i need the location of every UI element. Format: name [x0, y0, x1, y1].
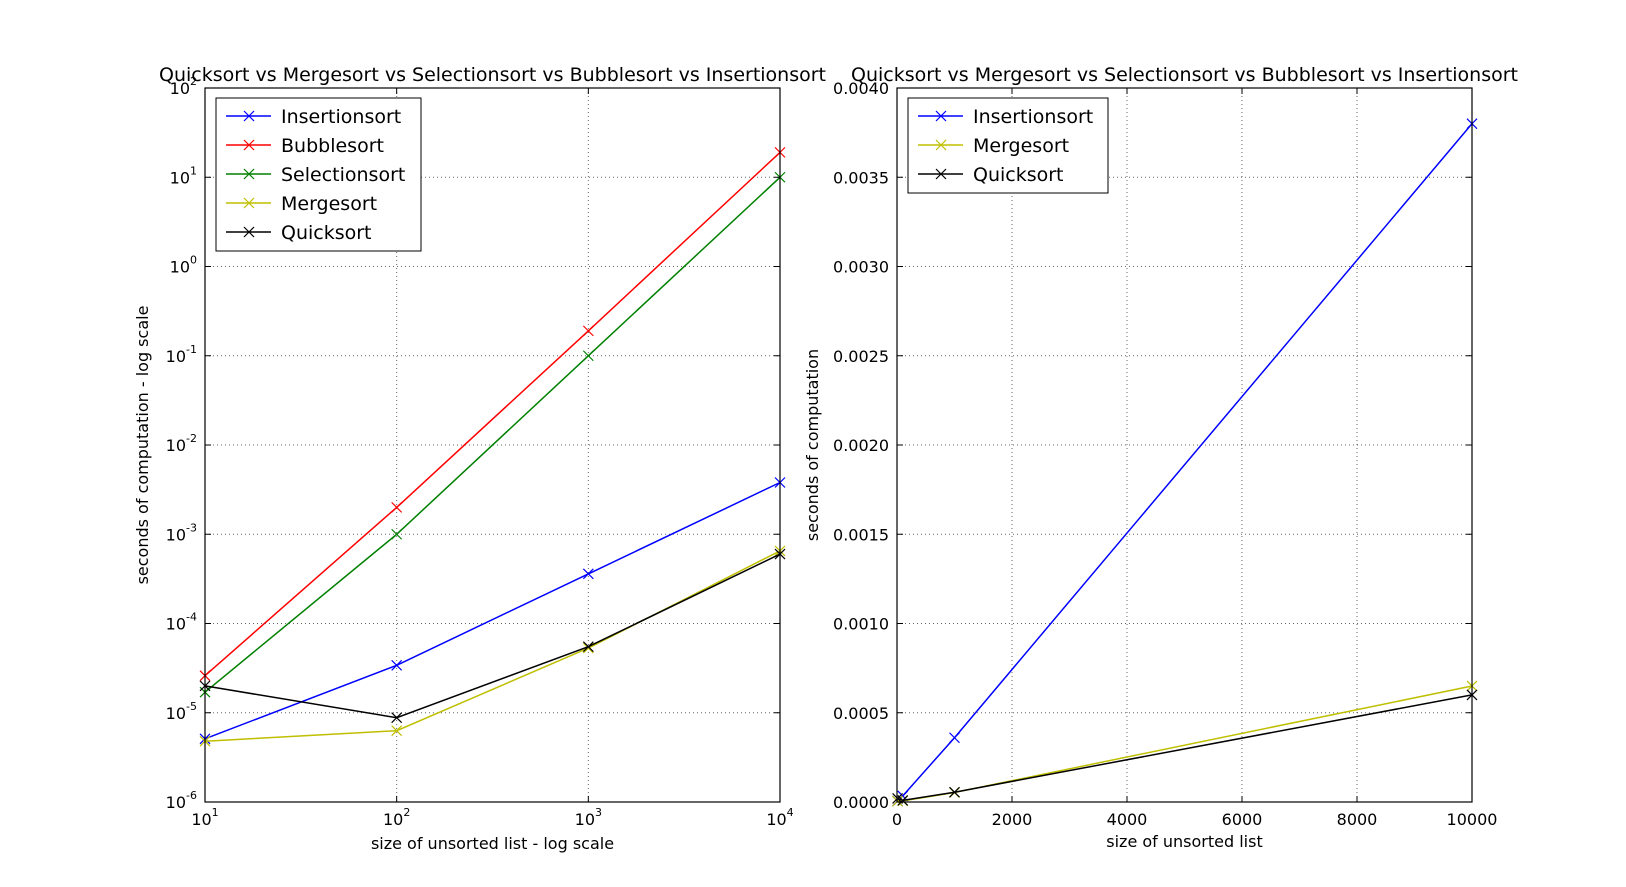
series-line-mergesort	[204, 550, 781, 742]
x-ticks: 0 2000 4000 6000 8000 10000	[892, 88, 1498, 829]
chart-title: Quicksort vs Mergesort vs Selectionsort …	[159, 64, 826, 86]
data-point-quicksort	[391, 712, 403, 724]
legend-marker	[935, 139, 947, 151]
legend-label: Insertionsort	[281, 106, 401, 128]
legend-marker	[243, 226, 255, 238]
x-tick-label: 0	[892, 810, 902, 829]
data-point-quicksort	[897, 795, 909, 806]
legend-item: Bubblesort	[226, 135, 384, 157]
x-tick-label: 6000	[1222, 810, 1263, 829]
series-line-quicksort	[204, 553, 781, 719]
legend-item: Selectionsort	[226, 164, 405, 186]
series-line-bubblesort	[204, 151, 781, 677]
y-axis-label: seconds of computation - log scale	[133, 306, 152, 585]
legend-marker	[243, 110, 255, 122]
x-tick-label: 8000	[1337, 810, 1378, 829]
data-point-bubblesort	[391, 501, 403, 513]
legend-marker	[935, 110, 947, 122]
x-axis-label: size of unsorted list - log scale	[371, 834, 614, 853]
x-tick-label: 102	[383, 806, 410, 829]
legend-label: Bubblesort	[281, 135, 384, 157]
y-tick-label: 10-5	[166, 700, 197, 723]
y-tick-label: 10-3	[166, 521, 197, 544]
legend-item: Quicksort	[226, 222, 372, 244]
y-tick-label: 101	[170, 164, 197, 187]
y-tick-label: 0.0035	[833, 168, 889, 187]
chart-title: Quicksort vs Mergesort vs Selectionsort …	[851, 64, 1518, 86]
data-point-insertionsort	[949, 732, 960, 744]
data-point-mergesort	[391, 725, 403, 737]
legend-marker	[243, 168, 255, 180]
y-tick-label: 0.0040	[833, 79, 889, 98]
y-ticks: 10-6 10-5 10-4 10-3 10-2 10-1 100 101 102	[166, 75, 780, 812]
legend-item: Insertionsort	[918, 106, 1093, 128]
data-point-quicksort	[582, 641, 594, 653]
data-point-selectionsort	[582, 350, 594, 362]
x-tick-label: 103	[575, 806, 602, 829]
legend: Insertionsort Bubblesort Selectionsort Merg…	[215, 97, 422, 252]
legend-marker	[935, 168, 947, 180]
y-tick-label: 10-2	[166, 432, 197, 455]
chart-1: 101 102 103 10410-610-510-410-310-210-11001…	[133, 64, 826, 853]
data-point-insertionsort	[391, 659, 403, 671]
legend-label: Selectionsort	[281, 164, 405, 186]
x-ticks: 101 102 103 104	[191, 88, 794, 829]
legend-label: Quicksort	[973, 164, 1064, 186]
x-tick-label: 10000	[1447, 810, 1498, 829]
y-axis-label: seconds of computation	[803, 349, 822, 541]
y-tick-label: 0.0000	[833, 793, 889, 812]
legend-label: Mergesort	[281, 193, 377, 215]
legend-label: Insertionsort	[973, 106, 1093, 128]
data-point-selectionsort	[391, 528, 403, 540]
y-tick-label: 0.0015	[833, 525, 889, 544]
legend: Insertionsort Mergesort Quicksort	[907, 97, 1109, 194]
y-tick-label: 10-6	[166, 789, 197, 812]
x-tick-label: 101	[191, 806, 218, 829]
y-tick-label: 0.0020	[833, 436, 889, 455]
y-tick-label: 102	[170, 75, 197, 98]
y-tick-label: 0.0030	[833, 258, 889, 277]
y-tick-label: 10-1	[166, 343, 197, 366]
legend-marker	[243, 197, 255, 209]
x-axis-label: size of unsorted list	[1106, 832, 1262, 851]
y-tick-label: 10-4	[166, 611, 197, 634]
x-tick-label: 2000	[992, 810, 1033, 829]
legend-item: Mergesort	[226, 193, 377, 215]
data-point-bubblesort	[582, 325, 594, 337]
y-tick-label: 0.0025	[833, 347, 889, 366]
y-tick-label: 0.0010	[833, 615, 889, 634]
y-tick-label: 100	[170, 254, 197, 277]
gridlines	[205, 88, 780, 802]
series-line-quicksort	[897, 694, 1473, 802]
legend-label: Mergesort	[973, 135, 1069, 157]
x-tick-label: 104	[766, 806, 793, 829]
x-tick-label: 4000	[1107, 810, 1148, 829]
data-point-quicksort	[949, 786, 960, 798]
y-ticks: 0.0000 0.0005 0.0010 0.0015 0.0020 0.0025 0.00…	[833, 79, 1472, 812]
y-tick-label: 0.0005	[833, 704, 889, 723]
legend-item: Mergesort	[918, 135, 1069, 157]
series-line-selectionsort	[204, 176, 781, 693]
legend-marker	[243, 139, 255, 151]
legend-item: Quicksort	[918, 164, 1064, 186]
legend-label: Quicksort	[281, 222, 372, 244]
gridlines	[897, 88, 1472, 802]
data-point-insertionsort	[582, 568, 594, 580]
chart-2: 0 2000 4000 6000 8000 10000 0.0000 0.0005 0.0010…	[803, 64, 1518, 851]
legend-item: Insertionsort	[226, 106, 401, 128]
plot-area	[897, 88, 1472, 802]
